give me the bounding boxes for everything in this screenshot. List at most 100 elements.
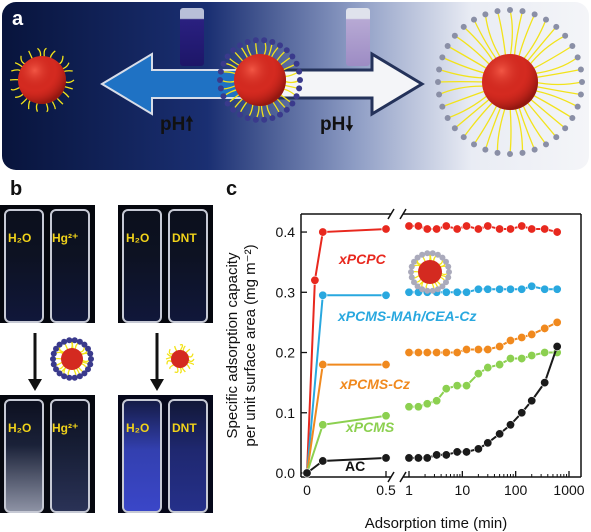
data-point [318, 290, 328, 300]
vial-right [346, 8, 370, 66]
data-point [381, 411, 391, 421]
y-axis-label: Specific adsorption capacity [224, 252, 241, 438]
data-point [422, 348, 432, 358]
data-point [462, 345, 472, 355]
polymer-arm [527, 96, 566, 129]
polymer-arm [454, 96, 493, 129]
polymer-arm [532, 56, 579, 75]
data-point [432, 224, 442, 234]
end-group-dot [414, 254, 421, 261]
data-point [473, 345, 483, 355]
end-group-dot [442, 258, 449, 265]
label-h2o-1: H₂O [8, 231, 32, 245]
cuvette-h2o-2 [4, 399, 44, 513]
end-group-dot [574, 54, 581, 61]
end-group-dot [88, 356, 94, 362]
series-label-ac: AC [345, 458, 366, 474]
polymer-arm [438, 68, 487, 79]
end-group-dot [230, 47, 237, 54]
nanoparticle-extended-right [435, 7, 585, 157]
cuvette-hg-2 [50, 399, 90, 513]
end-group-dot [81, 370, 88, 377]
data-point [441, 348, 451, 358]
end-group-dot [507, 151, 513, 157]
y-tick-label: 0.1 [276, 405, 296, 421]
end-group-dot [562, 125, 569, 132]
end-group-dot [66, 374, 73, 381]
x-tick-label: 0.5 [376, 482, 396, 498]
end-group-dot [237, 111, 243, 118]
polymer-arm [509, 9, 514, 59]
end-group-dot [439, 254, 446, 261]
data-point [318, 360, 328, 370]
end-group-dot [296, 68, 303, 75]
photo-hg-after: H₂O Hg²⁺ [0, 395, 95, 513]
data-point [495, 224, 505, 234]
data-point [517, 284, 527, 294]
data-point [505, 284, 515, 294]
end-group-dot [252, 116, 259, 123]
end-group-dot [424, 250, 431, 257]
end-group-dot [574, 103, 581, 110]
label-hg-2: Hg²⁺ [52, 421, 79, 435]
end-group-dot [434, 286, 441, 293]
end-group-dot [56, 370, 63, 377]
photo-dnt-after: H₂O DNT [118, 395, 213, 513]
data-point [483, 284, 493, 294]
arrow-down-icon: 🠗 [345, 114, 354, 135]
end-group-dot [244, 115, 251, 122]
adsorption-chart: 0.0 0.1 0.2 0.3 0.4 0 0.5 1 10 100 1000 Specific a… [224, 208, 585, 532]
data-point [505, 224, 515, 234]
series-label-xpcms-cz: xPCMS-Cz [340, 376, 411, 392]
photo-hg-before: H₂O Hg²⁺ [0, 205, 95, 323]
end-group-dot [217, 77, 223, 83]
ph-down-text: pH [320, 114, 346, 135]
end-group-dot [414, 283, 421, 290]
data-point [422, 453, 432, 463]
nanoparticle-collapsed-left [9, 47, 75, 113]
end-group-dot [434, 251, 441, 258]
ph-up-text: pH [160, 114, 186, 135]
cuvette-h2o-3 [122, 209, 162, 323]
end-group-dot [283, 106, 290, 113]
data-point [527, 329, 537, 339]
data-point [495, 360, 505, 370]
data-point [310, 275, 320, 285]
end-group-dot [50, 350, 57, 357]
arrow-up-icon: 🠕 [185, 114, 194, 135]
cuvette-dnt-2 [168, 399, 208, 513]
end-group-dot [419, 251, 426, 258]
end-group-dot [435, 79, 441, 85]
series-label-xpcms: xPCMS [346, 419, 395, 435]
end-group-dot [66, 337, 73, 344]
end-group-dot [81, 341, 88, 348]
data-point [527, 281, 537, 291]
panel-b-label: b [10, 178, 23, 200]
end-group-dot [494, 149, 501, 156]
end-group-dot [444, 115, 451, 121]
down-arrow-head-2 [150, 379, 164, 391]
end-group-dot [220, 93, 227, 100]
data-point [432, 348, 442, 358]
data-point [452, 287, 462, 297]
data-point [505, 420, 515, 430]
label-hg-1: Hg²⁺ [52, 231, 79, 245]
end-group-dot [429, 287, 436, 294]
data-point [462, 447, 472, 457]
end-group-dot [442, 279, 449, 286]
x-tick-label: 1000 [553, 482, 584, 498]
end-group-dot [293, 93, 300, 100]
end-group-dot [50, 361, 57, 368]
data-point [495, 429, 505, 439]
end-group-dot [53, 345, 60, 352]
end-group-dot [553, 134, 560, 141]
panel-a-scheme: a [2, 2, 589, 170]
polymer-arm [524, 26, 557, 65]
end-group-dot [252, 37, 259, 44]
data-point [302, 468, 312, 478]
end-group-dot [277, 111, 283, 118]
data-point [381, 290, 391, 300]
polymer-arm [496, 105, 507, 153]
data-point [413, 348, 423, 358]
data-point [413, 402, 423, 412]
